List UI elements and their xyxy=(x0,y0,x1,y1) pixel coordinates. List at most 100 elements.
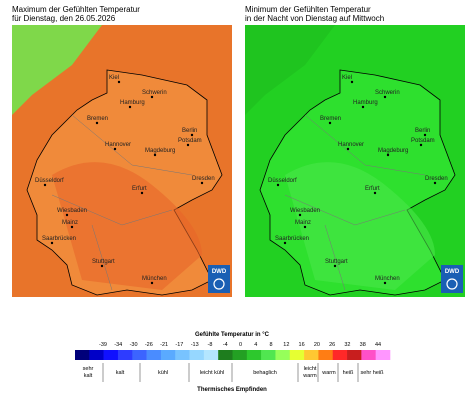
colorbar-tick-label: -21 xyxy=(160,342,168,348)
logo: DWD xyxy=(212,269,227,275)
colorbar-segment xyxy=(175,350,190,360)
city-label: Hamburg xyxy=(120,100,145,106)
city-label: Dresden xyxy=(425,176,448,182)
state-border xyxy=(51,114,193,291)
city-label: Bremen xyxy=(87,116,108,122)
colorbar-segment xyxy=(375,350,391,360)
colorbar-tick-label: -39 xyxy=(99,342,107,348)
city-label: Kiel xyxy=(109,75,119,81)
colorbar-tick-label: -4 xyxy=(223,342,228,348)
map-region xyxy=(285,162,435,290)
state-border xyxy=(284,114,426,291)
colorbar-segment xyxy=(103,350,119,360)
city-dot xyxy=(423,133,427,137)
city-dot xyxy=(373,191,377,195)
colorbar-segment xyxy=(246,350,262,360)
city-label: München xyxy=(142,276,167,282)
city-label: Mainz xyxy=(295,220,311,226)
class-label: leicht kühl xyxy=(200,370,224,376)
city-dot xyxy=(128,105,132,109)
class-label: kühl xyxy=(158,370,168,376)
map-subtitle: in der Nacht von Dienstag auf Mittwoch xyxy=(245,14,384,23)
city-dot xyxy=(383,281,387,285)
city-dot xyxy=(383,95,387,99)
city-label: Kiel xyxy=(342,75,352,81)
colorbar-tick-label: -13 xyxy=(191,342,199,348)
colorbar-segment xyxy=(89,350,104,360)
city-label: Dresden xyxy=(192,176,215,182)
city-label: Wiesbaden xyxy=(290,208,320,214)
city-label: München xyxy=(375,276,400,282)
map-panel: Kiel Schwerin Hamburg Bremen Berlin Potsdam Ha… xyxy=(12,25,232,297)
city-dot xyxy=(95,121,99,125)
city-label: Potsdam xyxy=(178,138,202,144)
colorbar-segment xyxy=(75,350,90,360)
colorbar-segment xyxy=(189,350,205,360)
city-label: Hannover xyxy=(105,142,131,148)
legend-caption: Thermisches Empfinden xyxy=(197,387,267,393)
colorbar-tick-label: 44 xyxy=(375,342,381,348)
city-label: Stuttgart xyxy=(325,259,348,265)
city-label: Schwerin xyxy=(142,90,167,96)
city-label: Wiesbaden xyxy=(57,208,87,214)
city-dot xyxy=(361,105,365,109)
colorbar-tick-label: 12 xyxy=(283,342,289,348)
city-label: Bremen xyxy=(320,116,341,122)
city-label: Saarbrücken xyxy=(42,236,76,242)
colorbar-tick-label: 4 xyxy=(254,342,257,348)
class-label: behaglich xyxy=(253,370,277,376)
city-dot xyxy=(333,264,337,268)
colorbar-tick-label: 8 xyxy=(270,342,273,348)
colorbar-segment xyxy=(332,350,348,360)
colorbar-tick-label: 38 xyxy=(360,342,366,348)
colorbar-tick-label: 32 xyxy=(344,342,350,348)
city-dot xyxy=(350,80,354,84)
city-dot xyxy=(190,133,194,137)
city-dot xyxy=(65,213,69,217)
city-label: Hannover xyxy=(338,142,364,148)
city-dot xyxy=(43,183,47,187)
city-dot xyxy=(303,225,307,229)
colorbar-tick-label: 20 xyxy=(314,342,320,348)
colorbar-segment xyxy=(347,350,362,360)
map-title: Maximum der Gefühlten Temperatur xyxy=(12,5,140,14)
city-label: Stuttgart xyxy=(92,259,115,265)
city-dot xyxy=(186,143,190,147)
logo-swirl xyxy=(213,278,225,290)
city-dot xyxy=(298,213,302,217)
city-dot xyxy=(100,264,104,268)
map-region xyxy=(52,162,202,290)
city-dot xyxy=(140,191,144,195)
logo-swirl xyxy=(446,278,458,290)
city-dot xyxy=(433,181,437,185)
colorbar-segment xyxy=(160,350,176,360)
city-dot xyxy=(283,241,287,245)
colorbar-segment xyxy=(117,350,133,360)
colorbar-tick-label: -30 xyxy=(130,342,138,348)
city-dot xyxy=(153,153,157,157)
colorbar-tick-label: 0 xyxy=(239,342,242,348)
city-label: Schwerin xyxy=(375,90,400,96)
colorbar-segment xyxy=(289,350,305,360)
colorbar-segment xyxy=(132,350,147,360)
city-label: Düsseldorf xyxy=(268,178,297,184)
city-label: Magdeburg xyxy=(145,148,175,154)
legend-title: Gefühlte Temperatur in °C xyxy=(195,332,270,338)
colorbar-tick-label: -34 xyxy=(114,342,122,348)
colorbar-segment xyxy=(232,350,248,360)
city-label: Düsseldorf xyxy=(35,178,64,184)
city-dot xyxy=(113,147,117,151)
colorbar-segment xyxy=(275,350,291,360)
colorbar-tick-label: -8 xyxy=(207,342,212,348)
colorbar-segment xyxy=(146,350,162,360)
city-dot xyxy=(328,121,332,125)
city-dot xyxy=(150,95,154,99)
city-label: Erfurt xyxy=(132,186,147,192)
map-region xyxy=(245,25,335,115)
city-label: Hamburg xyxy=(353,100,378,106)
city-dot xyxy=(386,153,390,157)
class-label: leicht warm xyxy=(302,366,317,379)
map-title: Minimum der Gefühlten Temperatur xyxy=(245,5,371,14)
city-dot xyxy=(200,181,204,185)
